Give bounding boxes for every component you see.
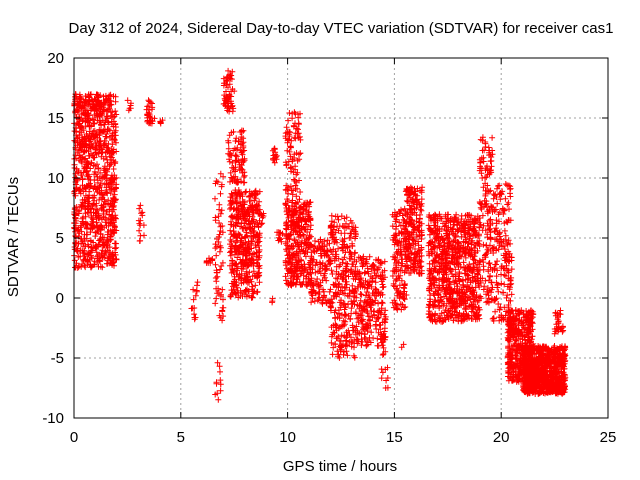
scatter-point-group [212, 170, 227, 324]
x-tick-label: 5 [177, 429, 185, 446]
scatter-point-group [353, 253, 389, 349]
scatter-point-group [225, 127, 248, 186]
axis-ticks: 0 5 10 15 20 25 -10 -5 0 5 10 15 20 [42, 50, 616, 446]
y-tick-label: 10 [47, 170, 64, 187]
x-tick-label: 0 [70, 429, 78, 446]
x-tick-label: 10 [279, 429, 296, 446]
scatter-point-group [124, 97, 134, 114]
scatter-point-group [212, 359, 224, 403]
scatter-point-group [308, 236, 334, 307]
scatter-point-group [257, 210, 267, 228]
scatter-point-group [188, 279, 201, 323]
scatter-point-group [551, 307, 567, 337]
scatter-point-group [489, 181, 515, 325]
scatter-point-group [389, 205, 411, 313]
scatter-point-group [269, 295, 276, 306]
x-tick-label: 25 [600, 429, 617, 446]
scatter-point-group [157, 117, 166, 127]
y-tick-label: 5 [56, 230, 64, 247]
scatter-point-group [425, 211, 483, 325]
scatter-point-group [327, 212, 359, 361]
scatter-point-group [79, 91, 111, 154]
scatter-point-group [519, 343, 569, 397]
chart-title: Day 312 of 2024, Sidereal Day-to-day VTE… [69, 20, 614, 37]
scatter-point-group [203, 255, 216, 267]
scatter-point-group [476, 134, 496, 306]
data-points [71, 67, 569, 403]
scatter-point-group [378, 333, 391, 391]
x-tick-label: 20 [493, 429, 510, 446]
scatter-point-group [282, 199, 314, 289]
scatter-point-group [227, 187, 263, 301]
scatter-point-group [135, 202, 147, 244]
scatter-point-group [398, 341, 407, 351]
scatter-point-group [220, 67, 238, 115]
y-tick-label: 0 [56, 290, 64, 307]
scatter-point-group [402, 184, 426, 277]
y-tick-label: -5 [51, 350, 64, 367]
scatter-point-group [282, 109, 304, 205]
y-tick-label: -10 [42, 410, 64, 427]
scatter-point-group [143, 97, 158, 127]
x-axis-label: GPS time / hours [283, 458, 397, 475]
y-tick-label: 15 [47, 110, 64, 127]
x-tick-label: 15 [386, 429, 403, 446]
y-axis-label: SDTVAR / TECUs [5, 177, 22, 297]
scatter-point-group [274, 229, 286, 245]
scatter-point-group [269, 145, 280, 166]
y-tick-label: 20 [47, 50, 64, 67]
